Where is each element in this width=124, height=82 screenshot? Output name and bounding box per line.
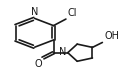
Text: N: N bbox=[59, 47, 67, 57]
Text: Cl: Cl bbox=[68, 8, 77, 18]
Text: N: N bbox=[31, 7, 38, 17]
Text: O: O bbox=[34, 59, 42, 69]
Text: OH: OH bbox=[104, 31, 119, 41]
